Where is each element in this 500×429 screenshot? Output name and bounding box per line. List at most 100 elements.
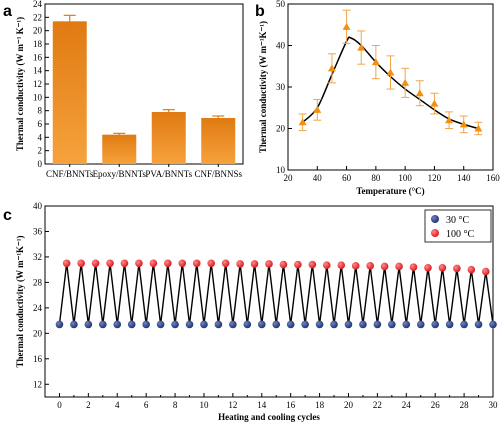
x-tick-label: 6 [144,400,149,410]
point-100c [265,260,273,268]
point-100c [62,259,71,268]
point-30c [330,320,338,329]
y-tick-label: 32 [33,252,42,262]
point-30c [388,320,396,329]
x-tick-label: 16 [286,400,296,410]
category-label: CNF/BNNTs [46,169,94,179]
fit-curve [302,36,479,130]
x-tick-label: 28 [460,400,470,410]
point-30c [200,320,208,329]
y-tick-label: 2 [38,146,43,156]
y-tick-label: 12 [33,79,42,89]
point-100c [178,259,187,268]
x-tick-label: 40 [313,173,323,183]
point-30c [474,320,483,329]
category-label: PVA/BNNTs [145,169,192,179]
point-30c [402,320,411,329]
y-tick-label: 0 [38,159,43,169]
point-30c [214,320,223,329]
point-100c [192,259,201,268]
x-tick-label: 18 [315,400,325,410]
y-tick-label: 4 [38,132,43,142]
point-100c [164,259,172,268]
cycle-line [58,263,494,325]
y-tick-label: 16 [33,354,43,364]
point-30c [416,320,425,329]
point-100c [481,267,490,276]
point-30c [257,320,266,329]
bar [102,134,137,164]
point-100c [337,261,346,270]
y-tick-label: 36 [33,226,43,236]
point-100c [453,264,461,273]
point-30c [286,320,295,329]
y-tick-label: 40 [33,201,43,211]
x-tick-label: 4 [115,400,120,410]
point-100c [294,260,302,269]
x-tick-label: 22 [373,400,382,410]
point-30c [301,320,309,329]
point-100c [351,262,360,270]
point-30c [229,320,237,329]
point-100c [149,259,158,268]
y-tick-label: 8 [38,106,43,116]
data-point [313,105,322,113]
point-100c [91,259,100,268]
y-tick-label: 24 [33,0,43,9]
point-100c [438,263,447,272]
x-tick-label: 140 [457,173,471,183]
x-tick-label: 24 [402,400,412,410]
panel-label-c: c [3,207,12,224]
data-point [415,89,424,97]
point-100c [395,262,403,271]
data-point [445,116,454,124]
point-30c [344,320,353,329]
point-30c [243,320,252,329]
point-30c [127,320,136,329]
category-label: CNF/BNNSs [194,169,242,179]
y-tick-label: 22 [33,12,42,22]
bar [151,112,186,164]
y-tick-label: 18 [33,39,43,49]
point-30c [113,320,122,329]
bar [52,21,87,165]
point-100c [77,259,85,268]
point-100c [250,260,259,268]
point-30c [359,320,367,329]
point-100c [323,261,331,270]
legend-label-30c: 30 °C [446,215,469,226]
x-tick-label: 2 [86,400,91,410]
y-tick-label: 10 [33,92,43,102]
data-point [357,43,366,51]
x-axis-label: Temperature (°C) [356,186,424,196]
point-30c [142,320,150,329]
y-tick-label: 28 [33,277,43,287]
point-30c [445,320,454,329]
x-axis-label: Heating and cooling cycles [218,412,320,422]
point-100c [467,265,476,274]
point-30c [315,320,324,329]
point-100c [207,259,215,268]
point-30c [171,320,179,329]
point-100c [120,259,129,268]
y-tick-label: 16 [33,52,43,62]
point-30c [156,320,165,329]
point-100c [135,259,143,268]
point-100c [424,263,432,272]
y-tick-label: 20 [33,26,43,36]
point-30c [431,320,439,329]
plot-frame [44,205,494,398]
y-tick-label: 40 [276,41,286,51]
y-tick-label: 10 [276,165,286,175]
y-tick-label: 24 [33,303,43,313]
data-point [298,118,307,126]
point-100c [236,260,244,268]
x-tick-label: 10 [199,400,209,410]
data-point [371,58,380,66]
x-tick-label: 100 [398,173,412,183]
x-tick-label: 14 [257,400,267,410]
y-axis-label: Thermal conductivity (W m⁻¹K⁻¹) [258,21,268,153]
point-100c [366,262,374,270]
